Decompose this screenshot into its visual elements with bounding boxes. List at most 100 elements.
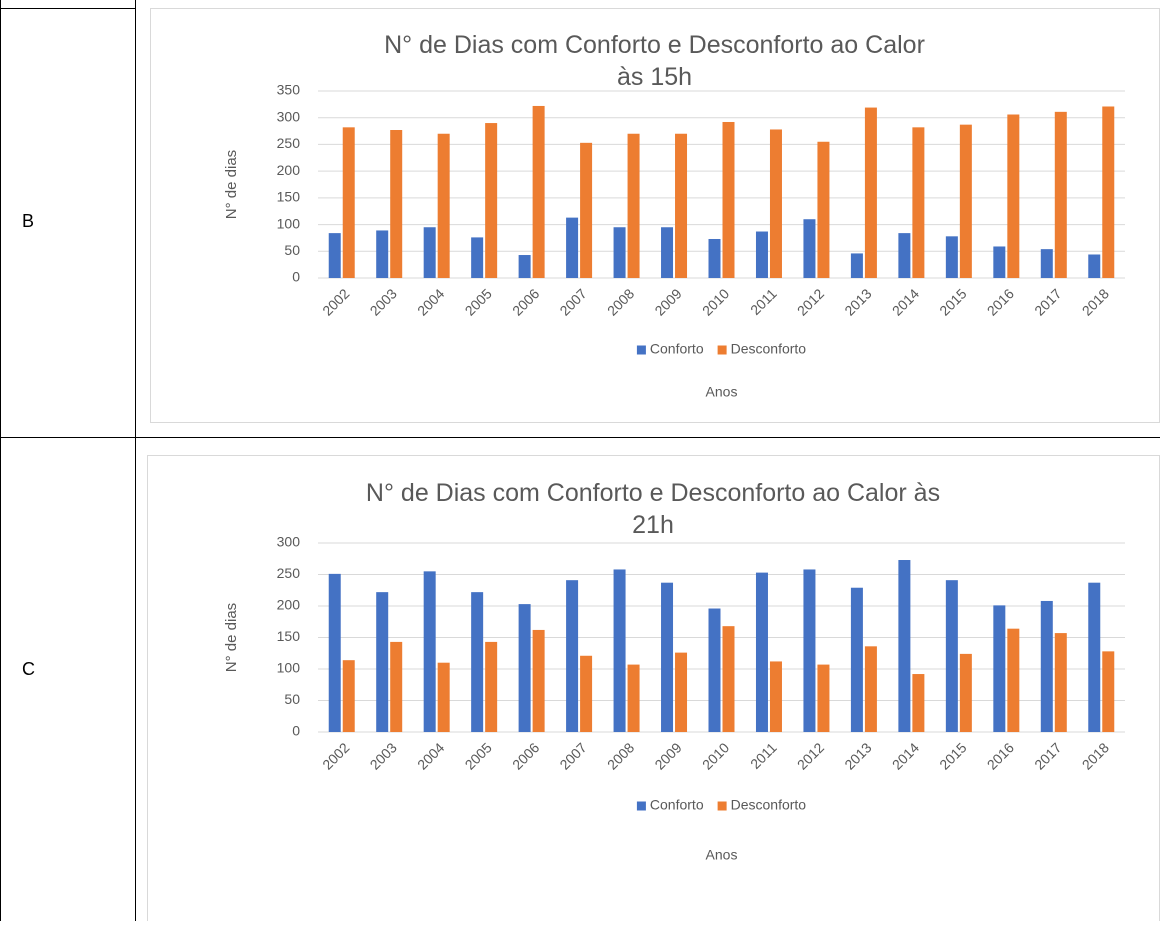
bar xyxy=(864,646,877,732)
row-label: B xyxy=(22,211,34,231)
x-tick-label: 2007 xyxy=(556,739,589,772)
x-tick-label: 2016 xyxy=(984,739,1017,772)
chart-title: N° de Dias com Conforto e Desconforto ao… xyxy=(365,479,941,539)
bar xyxy=(627,133,640,278)
bar xyxy=(580,142,593,278)
x-tick-label: 2013 xyxy=(841,739,874,772)
bar xyxy=(708,608,721,732)
x-axis-title: Anos xyxy=(706,384,738,400)
y-tick-label: 350 xyxy=(277,82,301,98)
x-tick-label: 2004 xyxy=(414,739,447,772)
legend-swatch xyxy=(636,345,646,355)
bar xyxy=(627,664,640,732)
bar xyxy=(1102,106,1115,278)
bar xyxy=(1007,114,1020,278)
bar xyxy=(817,664,830,732)
bar xyxy=(755,572,768,732)
x-tick-label: 2014 xyxy=(889,739,922,772)
y-tick-label: 300 xyxy=(277,534,301,550)
y-tick-label: 0 xyxy=(292,723,300,739)
legend-swatch xyxy=(717,801,727,811)
bar xyxy=(675,133,688,278)
bar xyxy=(566,580,579,732)
x-tick-label: 2008 xyxy=(604,739,637,772)
x-tick-label: 2007 xyxy=(556,285,589,318)
bar xyxy=(485,123,498,278)
bar xyxy=(390,130,403,278)
bar xyxy=(850,253,863,278)
x-tick-label: 2003 xyxy=(367,739,400,772)
bar xyxy=(328,573,341,732)
bar xyxy=(708,238,721,278)
bar xyxy=(580,655,593,732)
bar xyxy=(1088,582,1101,732)
bar xyxy=(803,569,816,732)
bar xyxy=(993,246,1006,278)
bar xyxy=(518,255,531,278)
y-tick-label: 200 xyxy=(277,162,301,178)
bar xyxy=(471,237,484,278)
bar xyxy=(613,569,626,732)
y-tick-label: 250 xyxy=(277,565,301,581)
x-axis-title: Anos xyxy=(706,847,738,863)
x-tick-label: 2004 xyxy=(414,285,447,318)
bar xyxy=(1102,651,1115,732)
x-tick-label: 2018 xyxy=(1079,739,1112,772)
y-tick-label: 300 xyxy=(277,108,301,124)
row-label: C xyxy=(22,659,35,679)
bar xyxy=(423,227,436,278)
chart-title-box: N° de Dias com Conforto e Desconforto ao… xyxy=(384,31,925,91)
bar xyxy=(898,560,911,732)
x-tick-label: 2011 xyxy=(747,739,780,772)
bar xyxy=(1007,628,1020,732)
x-tick-label: 2009 xyxy=(651,285,684,318)
bar xyxy=(437,133,450,278)
bar xyxy=(1088,254,1101,278)
bar xyxy=(423,571,436,732)
x-tick-label: 2008 xyxy=(604,285,637,318)
bar xyxy=(390,641,403,732)
bar xyxy=(864,107,877,278)
x-tick-label: 2018 xyxy=(1079,285,1112,318)
bar xyxy=(769,661,782,732)
bar xyxy=(722,121,735,278)
bar xyxy=(376,592,389,732)
y-tick-label: 150 xyxy=(277,628,301,644)
x-tick-label: 2002 xyxy=(319,739,352,772)
legend-label: Desconforto xyxy=(731,797,807,813)
bar xyxy=(769,129,782,278)
x-tick-label: 2006 xyxy=(509,739,542,772)
y-tick-label: 50 xyxy=(284,242,300,258)
x-tick-label: 2009 xyxy=(651,739,684,772)
bar xyxy=(1054,633,1067,732)
bar xyxy=(755,231,768,278)
bar xyxy=(722,626,735,732)
bar xyxy=(912,127,925,279)
bar xyxy=(471,592,484,732)
y-tick-label: 150 xyxy=(277,189,301,205)
bar xyxy=(959,124,972,278)
bar xyxy=(803,219,816,278)
bar xyxy=(817,141,830,278)
y-tick-label: 100 xyxy=(277,215,301,231)
x-tick-label: 2005 xyxy=(462,285,495,318)
legend-swatch xyxy=(717,345,727,355)
bar xyxy=(1054,111,1067,278)
bar xyxy=(661,582,674,732)
bar xyxy=(518,604,531,732)
bar xyxy=(437,662,450,732)
x-tick-label: 2014 xyxy=(889,285,922,318)
x-tick-label: 2013 xyxy=(841,285,874,318)
y-tick-label: 0 xyxy=(292,269,300,285)
x-tick-label: 2003 xyxy=(367,285,400,318)
y-tick-label: 100 xyxy=(277,660,301,676)
y-axis-title: N° de dias xyxy=(223,603,240,672)
x-tick-label: 2017 xyxy=(1031,739,1064,772)
x-tick-label: 2016 xyxy=(984,285,1017,318)
x-tick-label: 2006 xyxy=(509,285,542,318)
bar xyxy=(959,653,972,732)
bar xyxy=(850,587,863,732)
bar xyxy=(532,105,545,279)
x-tick-label: 2015 xyxy=(936,285,969,318)
